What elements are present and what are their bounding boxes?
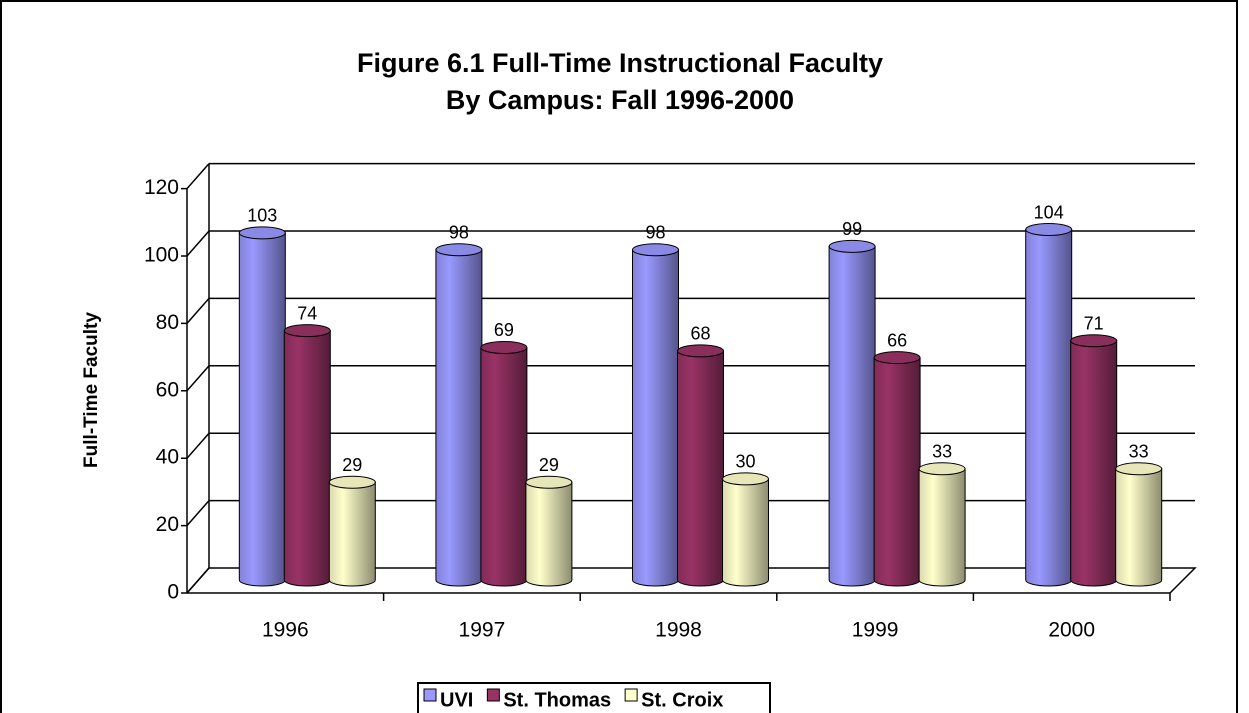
legend-label: UVI: [440, 689, 473, 711]
legend-label: St. Thomas: [503, 689, 611, 711]
data-label: 103: [247, 206, 277, 226]
y-tick: [181, 297, 210, 325]
bar: [328, 475, 376, 587]
bar: [435, 243, 483, 587]
bar: [1115, 462, 1163, 587]
data-label: 98: [645, 222, 665, 242]
data-label: 104: [1034, 202, 1064, 222]
y-tick-label: 120: [144, 176, 179, 199]
y-tick-label: 20: [156, 513, 179, 536]
legend-swatch: [624, 688, 638, 702]
bar: [873, 351, 921, 587]
data-label: 30: [735, 452, 755, 472]
legend-swatch: [486, 688, 500, 702]
data-label: 68: [690, 324, 710, 344]
legend-label: St. Croix: [641, 689, 723, 711]
data-label: 66: [887, 330, 907, 350]
bar: [918, 462, 966, 587]
y-axis-label: Full-Time Faculty: [81, 312, 102, 468]
y-tick-label: 60: [156, 378, 179, 401]
y-tick: [181, 432, 210, 459]
x-tick-label: 1998: [655, 619, 702, 642]
data-label: 29: [342, 455, 362, 475]
data-label: 99: [842, 219, 862, 239]
x-tick-label: 1996: [262, 619, 309, 642]
bar: [1070, 334, 1118, 587]
y-tick: [181, 500, 210, 527]
legend-swatch: [423, 688, 437, 702]
bar: [283, 324, 331, 587]
data-label: 33: [1129, 442, 1149, 462]
bar: [677, 344, 724, 587]
y-tick: [181, 567, 210, 594]
data-label: 29: [539, 455, 559, 475]
data-label: 71: [1084, 313, 1104, 333]
data-label: 69: [494, 320, 514, 340]
bar: [632, 243, 679, 587]
y-tick: [181, 365, 210, 392]
data-label: 74: [297, 303, 317, 323]
legend-box: [417, 682, 771, 713]
y-tick: [181, 230, 210, 257]
y-tick: [181, 163, 210, 190]
y-tick-label: 40: [156, 446, 179, 469]
data-label: 98: [449, 222, 469, 242]
y-tick-label: 0: [167, 581, 179, 604]
x-tick-label: 2000: [1048, 619, 1095, 642]
bar: [828, 239, 876, 587]
y-tick-label: 80: [156, 311, 179, 334]
y-tick-label: 100: [144, 244, 179, 267]
x-tick-label: 1999: [852, 619, 899, 642]
data-label: 33: [932, 442, 952, 462]
bar: [525, 475, 573, 587]
bar: [722, 472, 769, 587]
chart-title: Figure 6.1 Full-Time Instructional Facul…: [357, 48, 883, 78]
chart-title: By Campus: Fall 1996-2000: [446, 85, 794, 115]
bar: [1025, 223, 1073, 587]
x-tick-label: 1997: [459, 619, 506, 642]
bar: [238, 226, 286, 587]
bar: [480, 340, 528, 587]
